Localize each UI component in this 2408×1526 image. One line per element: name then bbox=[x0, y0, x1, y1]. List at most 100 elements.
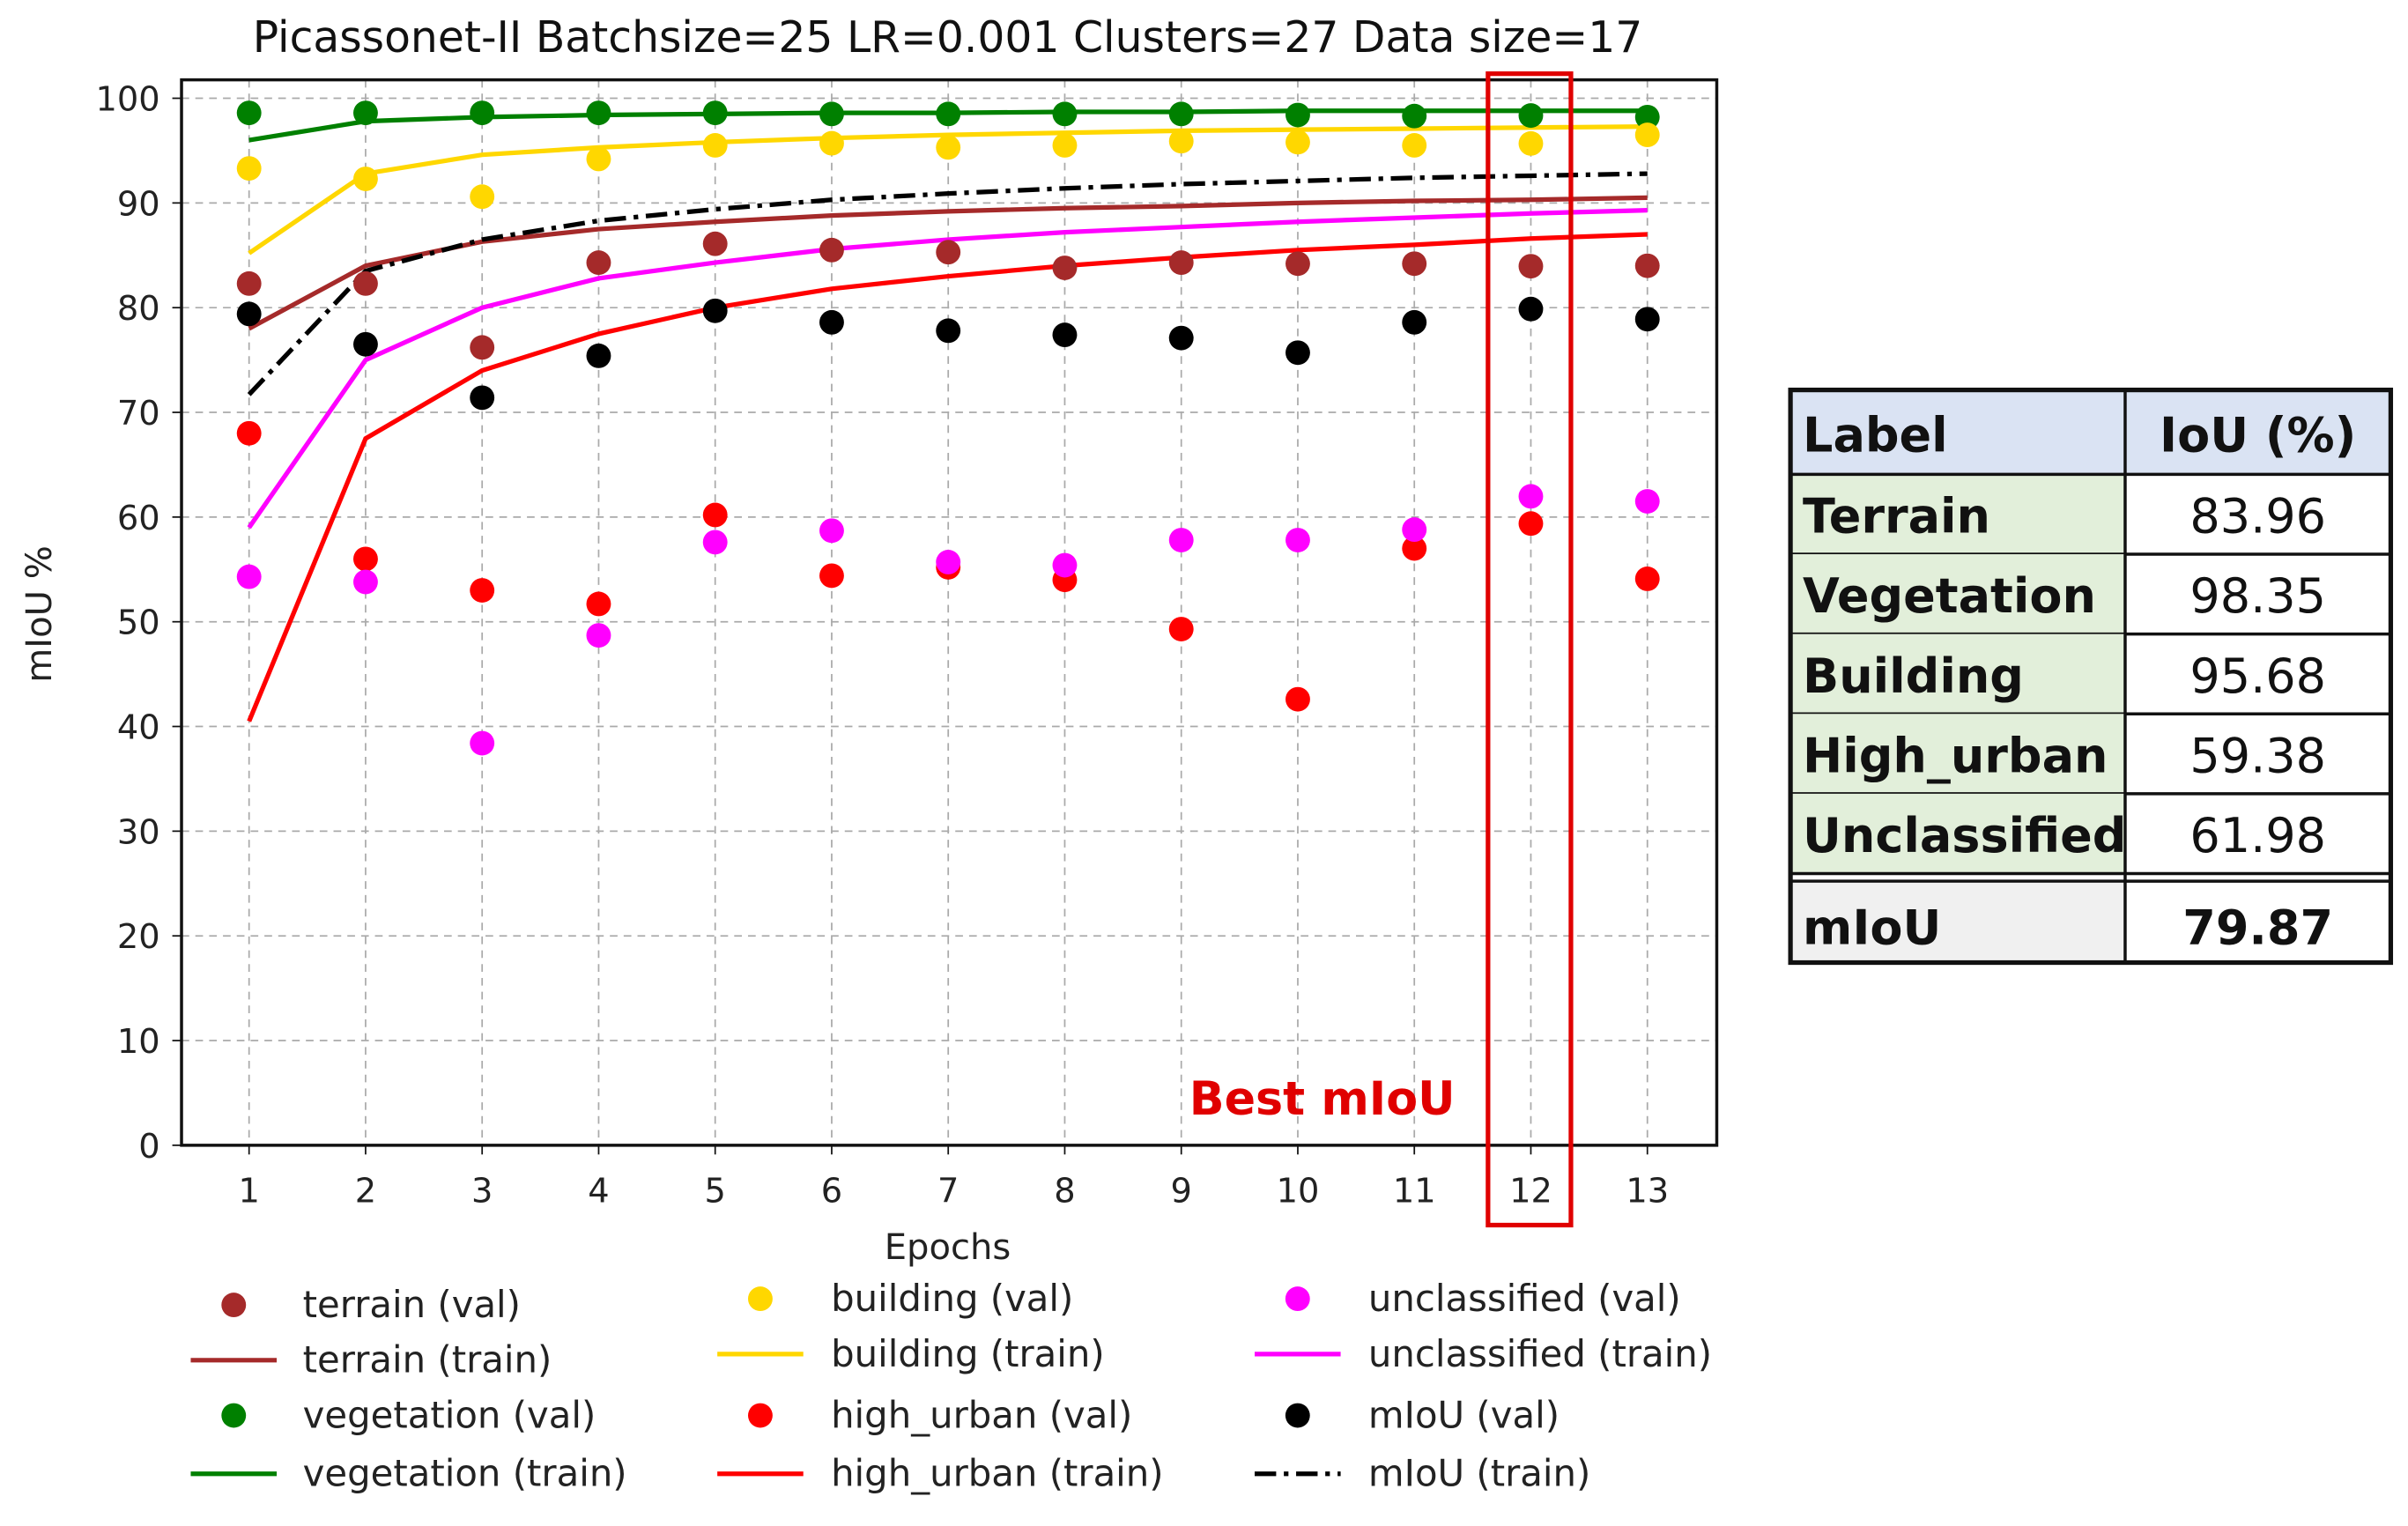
data-point-unclassified-val- bbox=[1518, 484, 1544, 509]
row-value: 95.68 bbox=[2189, 648, 2326, 704]
plot-frame bbox=[180, 78, 1719, 1147]
y-axis-label: mIoU % bbox=[19, 545, 60, 682]
x-tick-label: 6 bbox=[821, 1171, 842, 1211]
y-tick-label: 10 bbox=[117, 1022, 160, 1062]
data-point-building-val- bbox=[819, 130, 844, 156]
best-miou-annotation: Best mIoU bbox=[1189, 1072, 1456, 1126]
data-point-vegetation-val- bbox=[1052, 101, 1078, 127]
data-point-mIoU-val- bbox=[1052, 322, 1078, 348]
legend-item: terrain (val) bbox=[221, 1283, 521, 1326]
data-point-mIoU-val- bbox=[819, 309, 844, 335]
y-tick-label: 90 bbox=[117, 184, 160, 224]
legend-label: building (val) bbox=[831, 1277, 1073, 1320]
data-point-terrain-val- bbox=[936, 240, 961, 265]
legend-marker bbox=[221, 1403, 247, 1428]
table-row: High_urban 59.38 bbox=[1790, 714, 2391, 796]
legend-item: unclassified (val) bbox=[1285, 1277, 1681, 1320]
row-value: 59.38 bbox=[2189, 728, 2326, 783]
data-point-mIoU-val- bbox=[1168, 325, 1194, 351]
data-point-unclassified-val- bbox=[470, 730, 495, 756]
data-point-mIoU-val- bbox=[936, 318, 961, 344]
y-tick-label: 50 bbox=[117, 604, 160, 643]
table-row: Unclassified 61.98 bbox=[1790, 793, 2391, 876]
data-point-terrain-val- bbox=[702, 231, 728, 256]
y-tick-label: 20 bbox=[117, 917, 160, 957]
data-point-unclassified-val- bbox=[936, 550, 961, 574]
legend-item: high_urban (val) bbox=[747, 1393, 1132, 1436]
data-point-high_urban-val- bbox=[236, 420, 262, 446]
data-point-mIoU-val- bbox=[1518, 296, 1544, 322]
row-value: 83.96 bbox=[2189, 489, 2326, 544]
legend-item: building (train) bbox=[717, 1332, 1105, 1375]
summary-value: 79.87 bbox=[2182, 900, 2333, 956]
data-point-terrain-val- bbox=[1286, 251, 1310, 277]
data-point-unclassified-val- bbox=[236, 564, 262, 589]
legend-label: unclassified (train) bbox=[1368, 1332, 1712, 1375]
x-tick-label: 3 bbox=[471, 1171, 493, 1211]
data-point-terrain-val- bbox=[1402, 251, 1427, 277]
table-header-label: Label bbox=[1803, 407, 1948, 463]
label-cell bbox=[1790, 474, 2125, 555]
table-header-iou: IoU (%) bbox=[2160, 407, 2356, 463]
data-point-high_urban-val- bbox=[586, 591, 611, 617]
table-row: Building 95.68 bbox=[1790, 633, 2391, 715]
data-point-high_urban-val- bbox=[1518, 511, 1544, 537]
legend-marker bbox=[221, 1293, 247, 1318]
legend-item: unclassified (train) bbox=[1255, 1332, 1712, 1375]
row-label: Unclassified bbox=[1803, 808, 2126, 863]
data-point-mIoU-val- bbox=[1634, 307, 1660, 332]
data-point-building-val- bbox=[936, 135, 961, 160]
data-point-terrain-val- bbox=[586, 250, 611, 276]
table-row: Vegetation 98.35 bbox=[1790, 554, 2391, 636]
data-point-vegetation-val- bbox=[470, 100, 495, 126]
data-point-mIoU-val- bbox=[586, 343, 611, 368]
legend-marker bbox=[1285, 1403, 1310, 1428]
chart-title: Picassonet-II Batchsize=25 LR=0.001 Clus… bbox=[253, 12, 1643, 63]
data-point-building-val- bbox=[586, 146, 611, 172]
data-point-building-val- bbox=[1402, 133, 1427, 158]
data-point-building-val- bbox=[1634, 122, 1660, 148]
data-point-unclassified-val- bbox=[1052, 552, 1078, 578]
data-point-high_urban-val- bbox=[470, 578, 495, 603]
series-line-building-train- bbox=[248, 123, 1648, 256]
data-point-unclassified-val- bbox=[819, 518, 844, 544]
x-axis-label: Epochs bbox=[885, 1227, 1011, 1268]
data-point-high_urban-val- bbox=[1402, 536, 1427, 561]
legend-item: mIoU (val) bbox=[1285, 1393, 1560, 1436]
table-header-cell bbox=[1790, 389, 2125, 475]
data-point-high_urban-val- bbox=[353, 546, 378, 572]
data-point-unclassified-val- bbox=[1634, 489, 1660, 514]
data-point-high_urban-val- bbox=[1286, 686, 1310, 712]
legend-marker bbox=[747, 1403, 773, 1428]
data-point-vegetation-val- bbox=[353, 100, 378, 126]
table-header-cell bbox=[2124, 389, 2391, 475]
data-point-mIoU-val- bbox=[1402, 309, 1427, 335]
series-line-terrain-train- bbox=[248, 195, 1648, 331]
y-tick-label: 70 bbox=[117, 394, 160, 433]
x-tick-label: 11 bbox=[1393, 1171, 1436, 1211]
label-cell bbox=[1790, 714, 2125, 794]
legend-item: vegetation (train) bbox=[190, 1452, 627, 1495]
data-point-unclassified-val- bbox=[1168, 528, 1194, 552]
data-point-vegetation-val- bbox=[1402, 103, 1427, 129]
table-row: Terrain 83.96 bbox=[1790, 474, 2391, 556]
legend-label: terrain (val) bbox=[303, 1283, 521, 1326]
label-cell bbox=[1790, 633, 2125, 715]
x-tick-label: 7 bbox=[937, 1171, 959, 1211]
y-tick-label: 40 bbox=[117, 707, 160, 747]
summary-label-cell bbox=[1790, 882, 2125, 963]
y-tick-label: 60 bbox=[117, 499, 160, 538]
data-point-unclassified-val- bbox=[702, 530, 728, 555]
data-point-vegetation-val- bbox=[702, 100, 728, 126]
legend-label: terrain (train) bbox=[303, 1338, 552, 1382]
data-point-building-val- bbox=[1168, 129, 1194, 154]
data-point-mIoU-val- bbox=[353, 331, 378, 357]
legend-item: mIoU (train) bbox=[1255, 1452, 1590, 1495]
row-label: High_urban bbox=[1803, 728, 2108, 783]
data-point-terrain-val- bbox=[236, 270, 262, 296]
data-point-vegetation-val- bbox=[236, 100, 262, 126]
legend-label: vegetation (train) bbox=[303, 1452, 627, 1495]
data-point-vegetation-val- bbox=[819, 101, 844, 127]
legend-label: unclassified (val) bbox=[1368, 1277, 1681, 1320]
y-tick-label: 0 bbox=[138, 1127, 159, 1167]
